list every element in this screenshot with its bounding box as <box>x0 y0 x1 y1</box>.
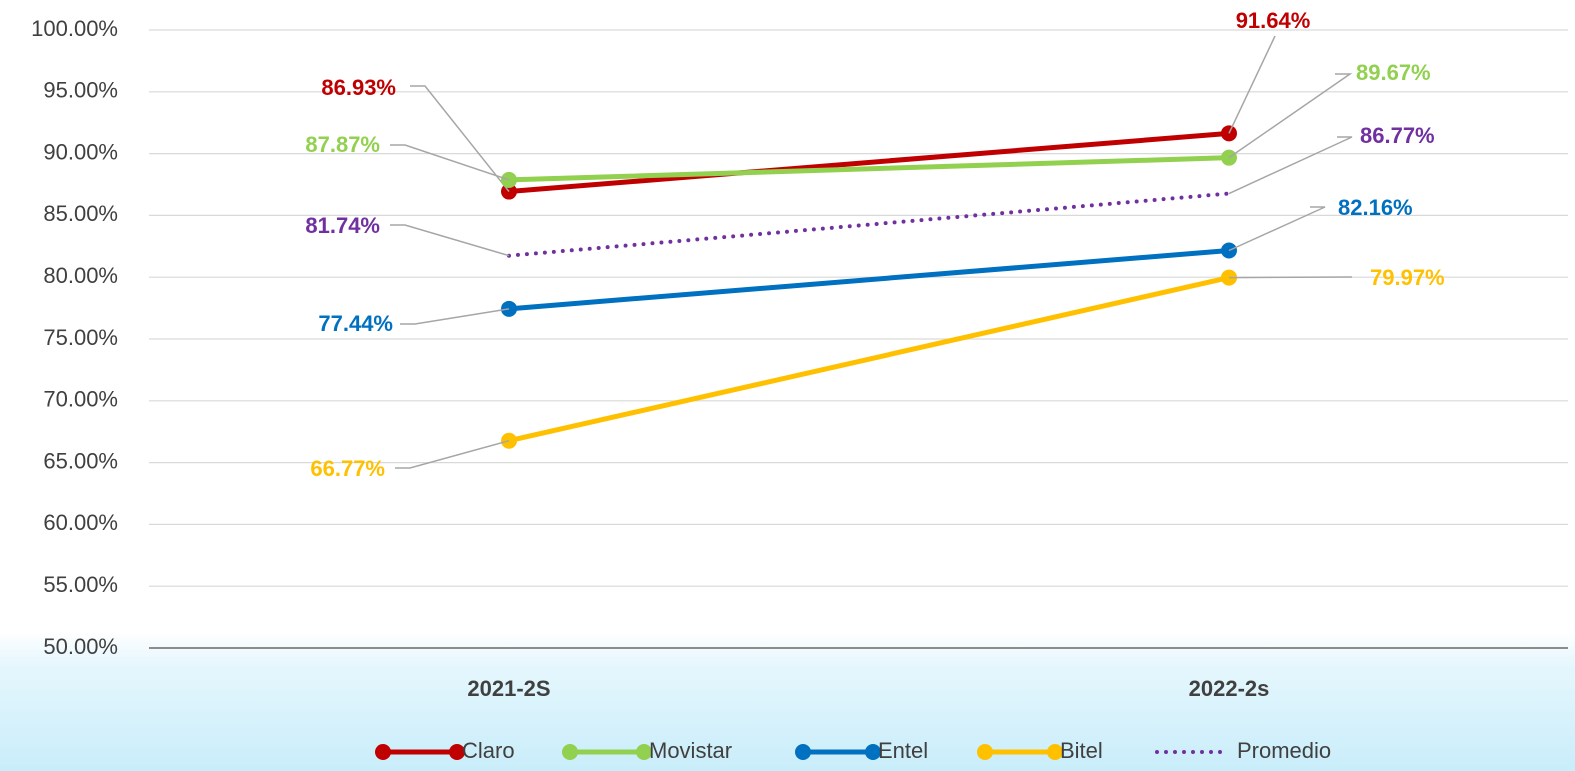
legend-marker <box>636 744 652 760</box>
y-tick-label: 65.00% <box>43 448 118 473</box>
legend-marker <box>865 744 881 760</box>
leader-line <box>390 144 510 181</box>
legend-label: Movistar <box>649 738 732 763</box>
data-label: 81.74% <box>305 213 380 238</box>
leader-line <box>1228 206 1326 252</box>
data-label: 82.16% <box>1338 195 1413 220</box>
legend-marker <box>795 744 811 760</box>
leader-line <box>410 85 510 193</box>
data-label: 87.87% <box>305 132 380 157</box>
series-line <box>506 130 1232 195</box>
data-label: 86.77% <box>1360 123 1435 148</box>
y-tick-label: 60.00% <box>43 510 118 535</box>
legend-label: Claro <box>462 738 515 763</box>
leader-line <box>1228 73 1353 159</box>
legend-label: Bitel <box>1060 738 1103 763</box>
legend-marker <box>375 744 391 760</box>
y-tick-label: 75.00% <box>43 325 118 350</box>
series-line <box>506 275 1232 444</box>
leader-line <box>400 308 510 325</box>
leader-line <box>1228 35 1276 134</box>
y-tick-label: 70.00% <box>43 387 118 412</box>
y-tick-label: 50.00% <box>43 634 118 659</box>
leader-line <box>390 224 510 257</box>
y-tick-label: 95.00% <box>43 78 118 103</box>
legend-marker <box>1047 744 1063 760</box>
y-tick-label: 80.00% <box>43 263 118 288</box>
y-tick-label: 90.00% <box>43 139 118 164</box>
x-tick-label: 2021-2S <box>467 676 550 701</box>
legend-marker <box>562 744 578 760</box>
legend-label: Promedio <box>1237 738 1331 763</box>
data-label: 66.77% <box>310 456 385 481</box>
y-tick-label: 55.00% <box>43 572 118 597</box>
legend-label: Entel <box>878 738 928 763</box>
x-tick-label: 2022-2s <box>1189 676 1270 701</box>
data-label: 79.97% <box>1370 265 1445 290</box>
data-label: 77.44% <box>318 311 393 336</box>
data-label: 91.64% <box>1236 8 1311 33</box>
series-line <box>507 191 1231 258</box>
series-line <box>506 248 1232 312</box>
data-label: 86.93% <box>321 75 396 100</box>
y-tick-label: 85.00% <box>43 201 118 226</box>
series-line <box>506 155 1232 183</box>
leader-line <box>1228 136 1353 195</box>
y-tick-label: 100.00% <box>31 16 118 41</box>
legend-marker <box>449 744 465 760</box>
legend-marker <box>977 744 993 760</box>
data-label: 89.67% <box>1356 60 1431 85</box>
leader-line <box>395 439 510 469</box>
leader-line <box>1228 276 1353 279</box>
